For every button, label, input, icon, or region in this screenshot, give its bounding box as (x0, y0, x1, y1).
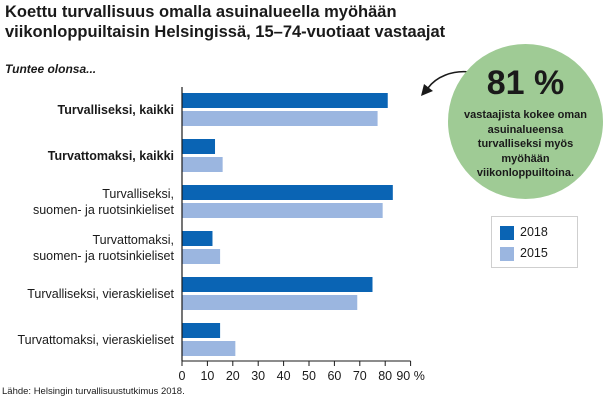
chart-subtitle: Tuntee olonsa... (5, 62, 97, 76)
callout-arrow-head (421, 84, 433, 96)
bar-2015-0 (182, 111, 378, 126)
bar-2015-4 (182, 295, 358, 310)
bar-2015-5 (182, 341, 236, 356)
legend-swatch-2018 (500, 226, 514, 240)
callout-circle: 81 % vastaajista kokee oman asuinalueens… (448, 44, 603, 199)
category-label-2-line1: suomen- ja ruotsinkieliset (33, 203, 175, 217)
category-label-1: Turvattomaksi, kaikki (48, 149, 174, 163)
bar-2015-1 (182, 157, 223, 172)
x-tick-label-9: 90 % (396, 369, 425, 383)
x-tick-label-5: 50 (302, 369, 316, 383)
category-label-5: Turvattomaksi, vieraskieliset (17, 333, 174, 347)
bar-2018-4 (182, 277, 373, 292)
legend-label-2018: 2018 (520, 225, 548, 239)
category-label-2-line0: Turvalliseksi, (102, 187, 174, 201)
bar-2018-3 (182, 231, 213, 246)
x-tick-label-4: 40 (277, 369, 291, 383)
source-note: Lähde: Helsingin turvallisuustutkimus 20… (2, 386, 185, 397)
bar-2018-2 (182, 185, 393, 200)
category-label-4: Turvalliseksi, vieraskieliset (27, 287, 174, 301)
category-label-3-line0: Turvattomaksi, (92, 233, 174, 247)
bar-2015-2 (182, 203, 383, 218)
chart-title: Koettu turvallisuus omalla asuinalueella… (5, 3, 446, 41)
callout-text: vastaajista kokee oman asuinalueensa tur… (464, 109, 587, 179)
legend-swatch-2015 (500, 247, 514, 261)
category-label-3-line1: suomen- ja ruotsinkieliset (33, 249, 175, 263)
bar-2018-0 (182, 93, 388, 108)
x-tick-label-2: 20 (226, 369, 240, 383)
x-tick-label-3: 30 (251, 369, 265, 383)
callout-value: 81 % (486, 64, 565, 102)
x-tick-label-7: 70 (353, 369, 367, 383)
x-tick-label-1: 10 (200, 369, 214, 383)
legend: 2018 2015 (491, 216, 578, 268)
x-tick-label-0: 0 (179, 369, 186, 383)
bar-2018-5 (182, 323, 221, 338)
legend-label-2015: 2015 (520, 246, 548, 260)
x-tick-label-6: 60 (327, 369, 341, 383)
category-label-0: Turvalliseksi, kaikki (57, 103, 174, 117)
x-tick-label-8: 80 (378, 369, 392, 383)
bar-2015-3 (182, 249, 221, 264)
bar-2018-1 (182, 139, 216, 154)
